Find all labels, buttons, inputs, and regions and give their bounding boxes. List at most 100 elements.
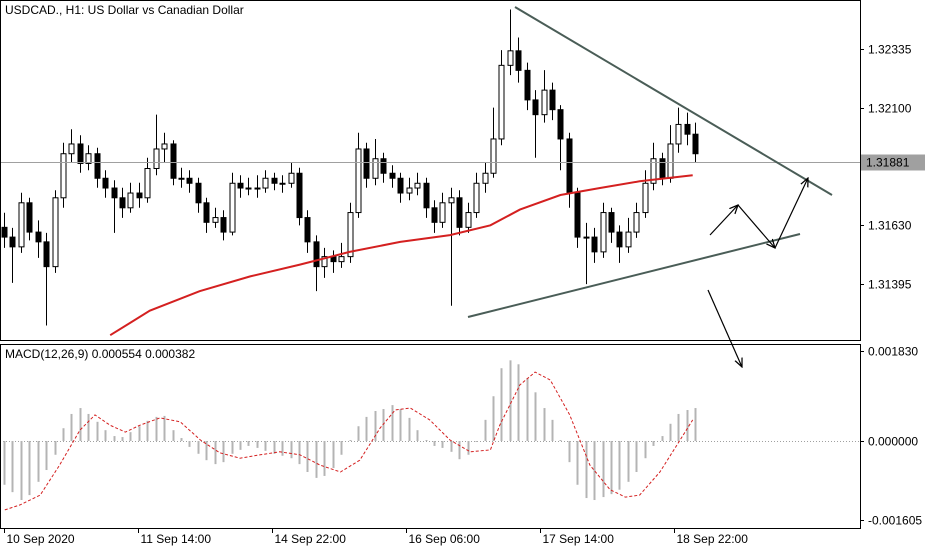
candle-body (262, 177, 269, 189)
candle-body (363, 148, 370, 179)
candle-body (254, 187, 261, 190)
trend-line-upper (514, 6, 833, 196)
candle-body (338, 256, 345, 263)
candle-body (186, 177, 193, 184)
y-tick-label: 1.32100 (868, 102, 912, 116)
candle-body (85, 153, 92, 164)
candle-body (431, 207, 438, 223)
candle-body (102, 177, 109, 189)
candle-body (18, 202, 25, 248)
candle-body (557, 109, 564, 140)
y-tick-label: 0.001830 (868, 345, 918, 359)
x-tick-label: 16 Sep 06:00 (409, 532, 481, 546)
candle-body (161, 143, 168, 150)
candle-body (347, 212, 354, 258)
candle-body (633, 212, 640, 233)
candle-body (583, 236, 590, 239)
candle-body (237, 182, 244, 189)
macd-title: MACD(12,26,9) 0.000554 0.000382 (5, 347, 195, 361)
candle-body (692, 133, 699, 155)
candle-body (245, 187, 252, 190)
chart-title: USDCAD., H1: US Dollar vs Canadian Dolla… (5, 3, 244, 17)
candle-body (498, 64, 505, 140)
candle-body (406, 187, 413, 194)
candle-body (9, 236, 16, 248)
candle-body (144, 167, 151, 199)
candle-body (296, 172, 303, 219)
candle-body (667, 143, 674, 179)
price-plot (1, 9, 860, 337)
candle-body (94, 153, 101, 179)
x-tick-label: 18 Sep 22:00 (677, 532, 749, 546)
arrow (774, 178, 808, 249)
candle-body (591, 236, 598, 253)
candle-body (43, 241, 50, 268)
candle-body (127, 192, 134, 209)
candle-body (608, 212, 615, 233)
x-tick-label: 11 Sep 14:00 (141, 532, 212, 546)
arrow (709, 205, 738, 236)
candle-body (178, 177, 185, 180)
candle-body (119, 197, 126, 209)
candle-body (212, 217, 219, 223)
candle-body (279, 182, 286, 185)
candle-body (60, 153, 67, 199)
trend-line-lower (467, 233, 801, 318)
last-price-label: 1.31881 (866, 156, 910, 170)
candle-body (195, 182, 202, 204)
arrow (737, 204, 775, 248)
candle-body (532, 99, 539, 116)
candle-body (566, 138, 573, 194)
candle-body (642, 182, 649, 214)
signal-line (4, 371, 694, 511)
candle-body (439, 202, 446, 223)
candle-body (507, 50, 514, 66)
candle-body (68, 143, 75, 155)
price-panel-frame (0, 0, 861, 341)
candle-body (170, 143, 177, 179)
candle-body (77, 143, 84, 164)
candle-body (288, 172, 295, 184)
y-tick-label: 1.31395 (868, 278, 912, 292)
x-tick-label: 17 Sep 14:00 (543, 532, 615, 546)
candle-body (574, 192, 581, 238)
candle-body (313, 241, 320, 268)
candle-body (304, 217, 311, 243)
moving-average (109, 174, 693, 337)
candle-body (220, 217, 227, 233)
candle-body (414, 182, 421, 189)
candle-body (397, 177, 404, 194)
candle-body (111, 187, 118, 199)
axes: 1.32335 1.32100 1.31630 1.31395 10 Sep 2020 1… (4, 43, 925, 546)
candle-body (659, 158, 666, 179)
candle-body (625, 231, 632, 248)
candle-body (136, 192, 143, 199)
candle-body (482, 172, 489, 184)
candle-body (52, 197, 59, 268)
candle-body (490, 138, 497, 174)
candle-body (616, 231, 623, 248)
candle-body (448, 197, 455, 204)
y-tick-label: -0.001605 (868, 514, 922, 528)
candle-body (35, 231, 42, 243)
candle-body (380, 158, 387, 174)
macd-plot (1, 360, 860, 511)
candle-body (684, 123, 691, 135)
candle-body (650, 158, 657, 184)
candle-body (271, 177, 278, 184)
y-tick-label: 0.000000 (868, 435, 918, 449)
candle-body (549, 89, 556, 111)
candle-body (456, 197, 463, 228)
candle-body (1, 226, 8, 238)
candle-body (423, 182, 430, 209)
macd-panel-frame (0, 344, 861, 529)
x-tick-label: 10 Sep 2020 (7, 532, 75, 546)
candle-body (372, 158, 379, 179)
y-tick-label: 1.31630 (868, 219, 912, 233)
candle-body (389, 172, 396, 179)
candle-body (515, 50, 522, 71)
arrow (707, 289, 742, 367)
candle-body (26, 202, 33, 233)
candle-body (473, 182, 480, 214)
